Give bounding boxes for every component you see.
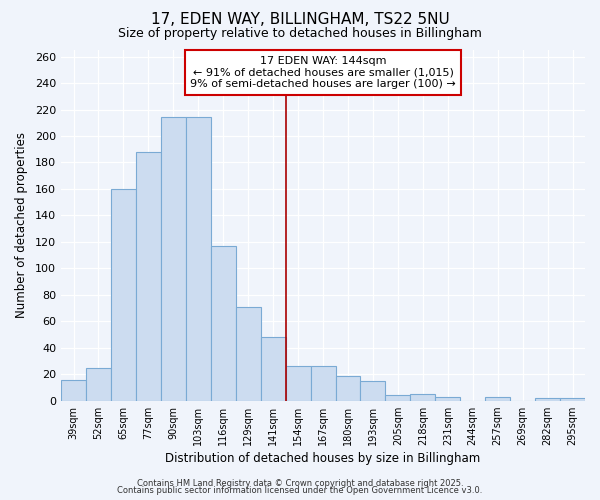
Bar xyxy=(161,118,186,401)
Bar xyxy=(286,366,311,400)
Bar xyxy=(211,246,236,400)
Bar xyxy=(136,152,161,400)
Bar xyxy=(361,381,385,400)
Bar xyxy=(311,366,335,400)
Bar xyxy=(86,368,111,400)
Bar xyxy=(535,398,560,400)
X-axis label: Distribution of detached houses by size in Billingham: Distribution of detached houses by size … xyxy=(166,452,481,465)
Text: Size of property relative to detached houses in Billingham: Size of property relative to detached ho… xyxy=(118,28,482,40)
Text: 17, EDEN WAY, BILLINGHAM, TS22 5NU: 17, EDEN WAY, BILLINGHAM, TS22 5NU xyxy=(151,12,449,28)
Bar xyxy=(236,306,260,400)
Bar xyxy=(436,396,460,400)
Bar xyxy=(335,376,361,400)
Bar xyxy=(186,118,211,401)
Bar xyxy=(111,189,136,400)
Bar xyxy=(560,398,585,400)
Text: Contains public sector information licensed under the Open Government Licence v3: Contains public sector information licen… xyxy=(118,486,482,495)
Y-axis label: Number of detached properties: Number of detached properties xyxy=(15,132,28,318)
Text: Contains HM Land Registry data © Crown copyright and database right 2025.: Contains HM Land Registry data © Crown c… xyxy=(137,478,463,488)
Bar xyxy=(385,396,410,400)
Bar xyxy=(260,337,286,400)
Text: 17 EDEN WAY: 144sqm
← 91% of detached houses are smaller (1,015)
9% of semi-deta: 17 EDEN WAY: 144sqm ← 91% of detached ho… xyxy=(190,56,456,89)
Bar xyxy=(410,394,436,400)
Bar xyxy=(61,380,86,400)
Bar xyxy=(485,396,510,400)
